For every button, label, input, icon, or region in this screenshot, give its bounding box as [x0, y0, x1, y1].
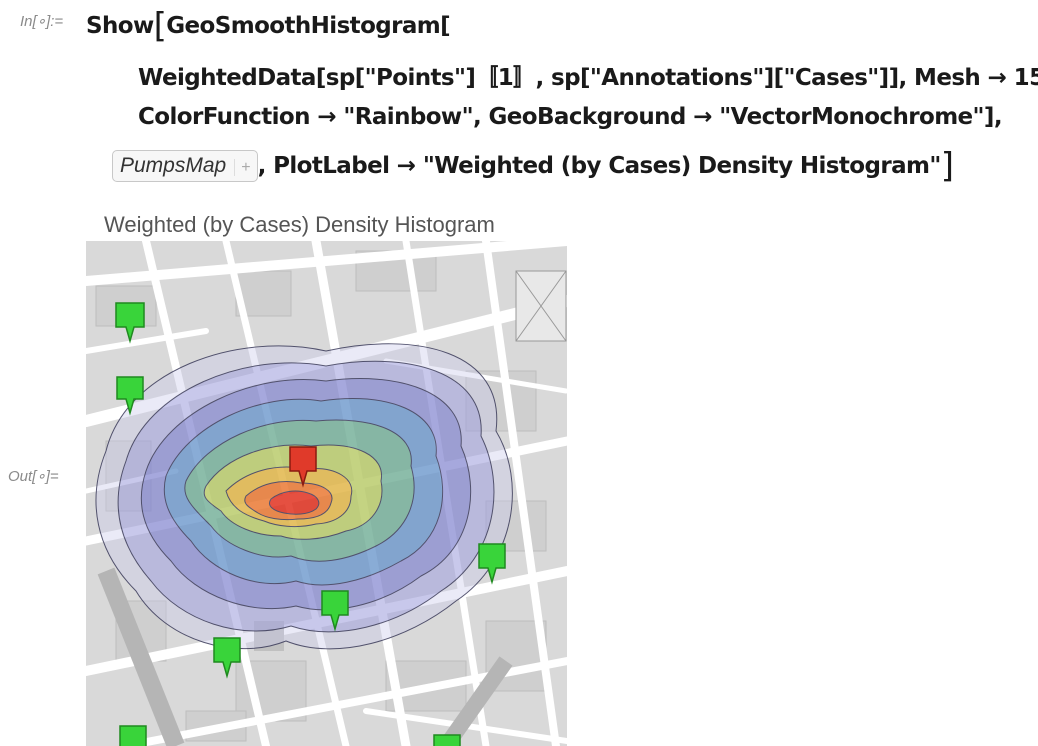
code-line-4[interactable]: PumpsMap + , PlotLabel → "Weighted (by Cas…: [112, 146, 954, 186]
geo-smooth-histogram-call: GeoSmoothHistogram[: [166, 13, 451, 39]
pump-marker[interactable]: [116, 376, 144, 416]
pump-marker[interactable]: [321, 590, 349, 632]
pump-marker[interactable]: [213, 637, 241, 679]
density-contours: [95, 343, 513, 650]
plot-label-option: , PlotLabel → "Weighted (by Cases) Densi…: [257, 153, 942, 179]
square-building: [254, 270, 567, 651]
input-cell-label: In[∘]:=: [20, 13, 64, 30]
pump-marker[interactable]: [433, 734, 461, 746]
highlighted-pump-marker[interactable]: [289, 446, 317, 488]
pump-marker[interactable]: [115, 302, 145, 344]
chip-expand-icon[interactable]: +: [234, 159, 251, 176]
pump-marker[interactable]: [119, 725, 147, 746]
chip-label: PumpsMap: [120, 154, 227, 177]
open-bracket: [: [153, 6, 167, 46]
code-line-1[interactable]: Show[GeoSmoothHistogram[: [86, 6, 451, 46]
code-line-2[interactable]: WeightedData[sp["Points"]〚1〛, sp["Annota…: [138, 65, 1038, 91]
output-cell-label: Out[∘]=: [8, 468, 59, 485]
code-line-3[interactable]: ColorFunction → "Rainbow", GeoBackground…: [138, 104, 1003, 130]
close-bracket: ]: [940, 146, 954, 186]
pumps-map-chip[interactable]: PumpsMap +: [112, 150, 258, 182]
density-histogram-map[interactable]: [86, 241, 567, 746]
major-road: [97, 567, 513, 746]
show-function: Show: [86, 13, 154, 39]
plot-title: Weighted (by Cases) Density Histogram: [104, 212, 495, 237]
pump-marker[interactable]: [478, 543, 506, 585]
